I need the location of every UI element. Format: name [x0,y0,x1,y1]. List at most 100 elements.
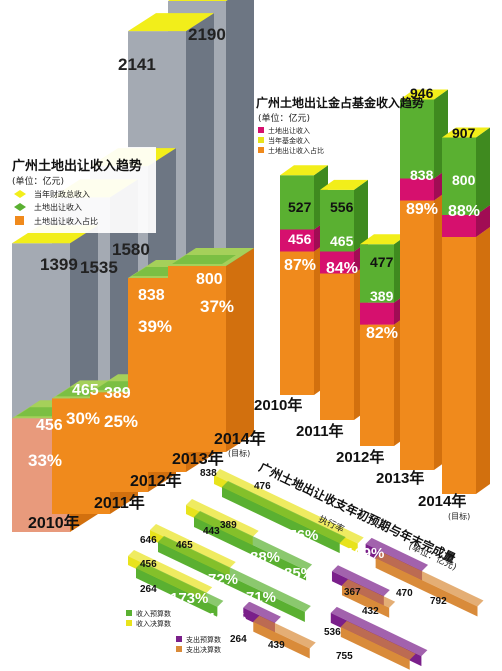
chart1-total-bar-top [168,0,228,2]
chart2-share-bar-front [280,251,314,395]
chart2-land-bar-front [360,302,394,325]
chart2-share-label: 87% [284,257,316,274]
chart2-share-label: 84% [326,260,358,277]
chart2-year-note: (目标) [448,511,470,521]
svg-text:84%: 84% [326,260,358,277]
chart3-expense-budget-bar-top [243,601,281,623]
chart2-fund-label: 556 [330,199,354,215]
chart2-land-label: 800 [452,172,476,188]
chart2-year: 2010年 [254,396,302,414]
chart1-land-cap [172,255,236,264]
chart3-value: 432 [362,606,379,617]
chart2-legend-item: 当年基金收入 [268,136,310,145]
chart1-subtitle: (单位：亿元) [12,175,64,187]
chart3-rate: 72% [208,571,238,588]
chart1-share-label: 37% [200,297,234,316]
chart3-rate: 173% [170,590,208,607]
chart3-rate: 88% [250,549,280,566]
chart2-fund-bar-side [476,127,490,215]
chart2-share-bar-front [442,237,476,494]
chart2-share-bar-front [320,273,354,420]
chart2-year-labels: 2010年 2011年 2012年 2013年 2014年 (目标) [254,396,470,521]
chart1-share-label: 39% [138,317,172,336]
chart3-value: 476 [254,481,271,492]
chart2-bars [280,89,490,494]
chart3-expense-final-bar-top [341,579,396,608]
chart3-income-final-bar-top [128,550,213,594]
chart2-share-bar-side [476,227,490,494]
chart3-income-final-bar-top [150,524,236,569]
chart3-expense-final-bar-top [253,615,316,649]
chart2-fund-bar-top [400,89,448,100]
chart3-labels: 838 476 176% 169% 470 792 443 389 88% 85… [140,468,447,662]
legend-swatch-yellow-icon [14,190,26,198]
chart2-land-bar-front [320,251,354,274]
chart3-income-budget-bar-top [158,536,311,613]
chart3-income-budget-bar-top [194,511,313,571]
chart1-land-bar-front [168,266,226,452]
svg-text:33%: 33% [28,451,62,470]
chart3-income-budget-bar-top [222,481,346,544]
chart3-income-final-bar-top [214,469,364,544]
chart3-value: 755 [336,651,353,662]
chart3-value: 389 [220,520,237,531]
chart3-value: 536 [324,627,341,638]
chart3-expense-final-bar-top [375,551,484,607]
chart3-legend-item: 收入决算数 [136,619,171,628]
chart1-land-bar-side [226,248,254,452]
chart1-land-label: 465 [72,382,99,399]
chart3-value: 264 [140,584,157,595]
legend-swatch-orange-icon [258,147,264,153]
svg-text:82%: 82% [366,325,398,342]
chart2-fund-label: 907 [452,125,476,141]
chart2-land-bar-front [400,178,434,201]
chart2-fund-label: 477 [370,254,394,270]
chart2-share-label: 88% [448,203,480,220]
chart3-expense-budget-bar-top [365,537,429,571]
chart3-legend-item: 收入预算数 [136,609,171,618]
legend-swatch-magenta-icon [258,127,264,133]
chart3-value: 838 [200,468,217,479]
chart3-legend: 收入预算数 收入决算数 支出预算数 支出决算数 [126,609,221,654]
svg-text:39%: 39% [138,317,172,336]
chart1-legend-item: 土地出让收入占比 [34,216,98,226]
chart2-fund-label: 527 [288,199,312,215]
chart1-legend-item: 当年财政总收入 [34,189,90,199]
chart1-land-label: 456 [36,417,63,434]
chart1-legend: 当年财政总收入 土地出让收入 土地出让收入占比 [14,189,98,226]
chart3-expense-budget-bar-top [331,565,390,596]
chart1-total-label: 1535 [80,258,118,277]
chart2-fund-bar-front [320,189,354,252]
chart3-expense-budget-bar-top [330,606,428,657]
chart2-fund-bar-top [360,234,408,245]
chart2-land-label: 389 [370,288,394,304]
chart3-value: 792 [430,596,447,607]
chart1-year: 2012年 [130,471,182,490]
chart2-land-label: 456 [288,231,312,247]
chart1-total-label: 2141 [118,55,156,74]
chart3-value: 439 [268,640,285,651]
chart2-legend-item: 土地出让收入占比 [268,146,324,155]
chart2-fund-bar-front [280,175,314,230]
chart3-income-budget-bar [222,487,340,554]
chart3-rate: 166% [208,610,246,627]
chart2-year: 2014年 [418,492,466,510]
chart1-land-label: 838 [138,287,165,304]
chart3-rate: 85% [284,565,314,582]
chart2-share-bar-front [360,324,394,446]
legend-swatch-yellow-icon [258,137,264,143]
chart3-income-budget-bar [136,568,218,617]
chart3-income-final-bar-top [186,499,259,537]
chart1-year-labels: 2010年 2011年 2012年 2013年 2014年 (目标) [28,429,266,532]
chart3-income-budget-bar [158,542,305,623]
chart2-land-bar-front [280,229,314,252]
chart3-value: 470 [396,588,413,599]
chart2-year: 2011年 [296,422,344,440]
svg-text:25%: 25% [104,412,138,431]
chart2-fund-bar-front [442,137,476,215]
chart3-legend-item: 支出决算数 [186,645,221,654]
legend-swatch-green-icon [126,610,132,616]
svg-text:88%: 88% [448,203,480,220]
chart1-total-label: 1580 [112,240,150,259]
chart3-expense-final-bar [375,557,478,617]
